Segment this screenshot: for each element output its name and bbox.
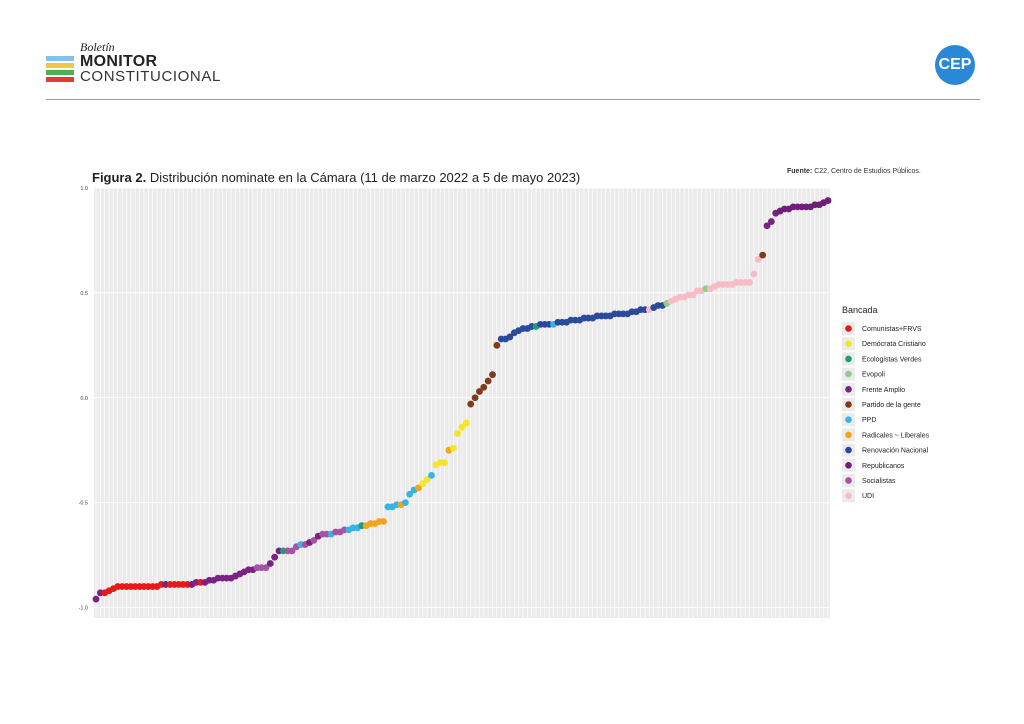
legend-label: Radicales ~ Liberales [862,432,930,439]
legend-label: Renovación Nacional [862,448,929,455]
legend-swatch [845,325,852,332]
data-point [310,536,318,544]
legend-swatch [845,462,852,469]
data-point [406,490,414,498]
data-point [454,430,462,437]
data-point [480,383,488,391]
legend-swatch [845,416,852,424]
data-point [754,255,762,263]
data-point [92,595,100,603]
data-point [489,371,496,379]
legend-swatch [845,355,852,363]
data-point [458,423,466,431]
data-point [266,560,274,567]
brand-stripe [46,63,74,68]
cep-logo: CEP [935,45,975,85]
legend-label: Evopoli [862,372,885,379]
legend-swatch [845,340,852,348]
brand-stripes-icon [46,56,74,84]
data-point [824,197,832,204]
data-point [767,218,775,225]
legend-swatch [845,401,852,408]
data-point [759,251,767,259]
figure-label: Figura 2. [92,170,147,185]
data-point [506,333,514,341]
data-point [689,291,697,299]
source-text: C22, Centro de Estudios Públicos. [814,168,921,175]
data-point [401,499,409,507]
y-tick-label: -0.5 [79,501,88,507]
data-point [493,341,501,349]
legend-label: Partido de la gente [862,402,921,409]
data-point [380,518,387,525]
legend-label: Socialistas [862,478,896,485]
data-point [271,553,279,561]
brand-stripe [46,77,74,82]
brand-boletin: Boletín [80,40,115,54]
legend-label: Frente Amplio [862,387,905,394]
legend-swatch [845,431,852,439]
data-point [423,476,431,483]
data-point [415,484,422,492]
brand-stripe [46,70,74,75]
y-tick-label: 0.5 [80,291,88,297]
legend-swatch [845,446,852,454]
legend-label: Comunistas+FRVS [862,326,922,333]
legend-swatch [845,492,852,500]
legend-label: Demócrata Cristiano [862,341,926,348]
y-tick-label: 0.0 [80,396,88,402]
legend-title: Bancada [842,305,878,315]
data-point [471,394,479,402]
data-point [750,270,758,278]
brand-logo: Boletín MONITOR CONSTITUCIONAL [46,38,286,88]
y-tick-label: 1.0 [80,186,88,192]
data-point [746,278,753,286]
legend-label: PPD [862,417,876,424]
data-point [441,459,448,467]
brand-monitor: MONITOR [80,53,158,70]
brand-constitucional: CONSTITUCIONAL [80,68,221,85]
data-point [288,547,296,555]
data-point [467,400,475,408]
data-point [476,388,483,395]
legend-label: UDI [862,493,874,500]
header-divider [46,99,980,100]
data-point [262,564,270,572]
data-point [419,480,427,488]
legend-label: Republicanos [862,463,905,470]
legend-swatch [845,386,852,393]
data-point [449,444,457,452]
data-point [484,377,492,385]
data-point [428,471,435,479]
source-label: Fuente: [787,168,813,175]
legend-label: Ecologistas Verdes [862,356,922,363]
figure-title: Figura 2. Distribución nominate en la Cá… [92,170,580,185]
data-point [462,419,470,427]
figure-source: Fuente: C22, Centro de Estudios Públicos… [787,168,921,175]
legend-swatch [845,370,852,378]
y-tick-label: -1.0 [79,606,88,612]
figure-title-text: Distribución nominate en la Cámara (11 d… [149,170,581,185]
brand-stripe [46,56,74,61]
data-point [763,222,771,230]
legend-swatch [845,477,852,484]
